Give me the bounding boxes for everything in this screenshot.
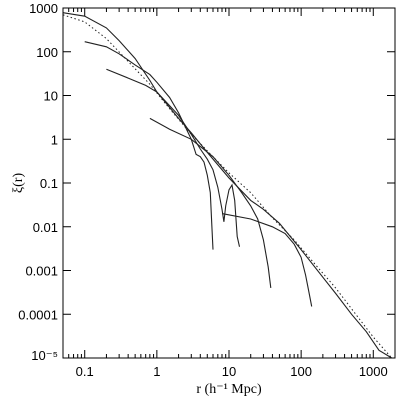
y-tick-label: 100 xyxy=(36,45,58,60)
y-tick-label: 0.1 xyxy=(40,176,58,191)
y-tick-labels: 1000 100 10 1 0.1 0.01 0.001 0.0001 10⁻⁵ xyxy=(18,1,58,363)
y-tick-label: 1000 xyxy=(29,1,58,16)
x-tick-label: 1 xyxy=(153,364,160,379)
series-curve-3 xyxy=(84,41,214,250)
x-tick-labels: 0.1 1 10 100 1000 xyxy=(76,364,388,379)
y-tick-label: 0.01 xyxy=(33,220,58,235)
series-curve-1 xyxy=(62,12,392,359)
series-curve-4 xyxy=(106,68,241,247)
y-tick-label: 0.0001 xyxy=(18,307,58,322)
series-curve-2 xyxy=(62,14,393,359)
x-axis-title: r (h⁻¹ Mpc) xyxy=(196,382,262,397)
y-axis-title: ξ(r) xyxy=(11,173,26,194)
y-tick-label: 10⁻⁵ xyxy=(31,348,58,363)
y-tick-label: 0.001 xyxy=(25,264,58,279)
y-tick-label: 10 xyxy=(44,89,58,104)
series-curve-6 xyxy=(221,213,313,307)
x-tick-label: 10 xyxy=(222,364,236,379)
plot-frame xyxy=(62,7,396,359)
x-tick-label: 1000 xyxy=(359,364,388,379)
data-curves xyxy=(62,12,393,359)
series-curve-5 xyxy=(149,117,272,288)
y-tick-label: 1 xyxy=(51,132,58,147)
x-tick-label: 0.1 xyxy=(76,364,94,379)
x-tick-label: 100 xyxy=(290,364,312,379)
